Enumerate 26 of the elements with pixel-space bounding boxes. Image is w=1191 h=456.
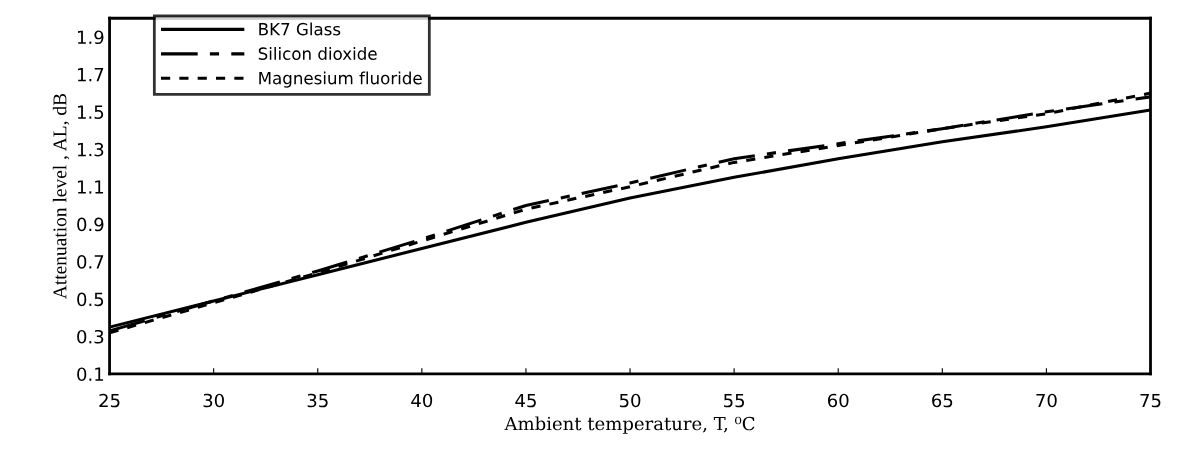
- x-tick-label: 50: [619, 393, 641, 408]
- y-tick-label: 1.7: [77, 68, 104, 82]
- x-tick-label: 45: [515, 393, 536, 408]
- x-tick-label: 60: [828, 393, 849, 408]
- x-tick-label: 75: [1140, 393, 1161, 408]
- x-tick-label: 25: [99, 393, 120, 408]
- legend-label: Magnesium fluoride: [259, 71, 422, 88]
- x-tick-label: 35: [307, 393, 328, 408]
- x-tick-label: 65: [932, 393, 953, 408]
- y-tick-label: 1.9: [77, 30, 104, 45]
- y-tick-label: 0.3: [77, 329, 104, 344]
- y-tick-label: 0.1: [77, 367, 104, 382]
- y-tick-label: 1.3: [77, 142, 104, 157]
- legend-label: BK7 Glass: [259, 22, 341, 36]
- x-tick-label: 70: [1036, 393, 1057, 408]
- legend-label: Silicon dioxide: [258, 47, 377, 60]
- y-tick-label: 1.1: [77, 180, 104, 194]
- y-tick-label: 0.7: [77, 255, 104, 269]
- y-tick-label: 0.9: [77, 217, 104, 232]
- y-tick-label: 1.5: [77, 105, 104, 119]
- y-axis-title: Attenuation level , AL, dB: [52, 93, 70, 300]
- y-tick-label: 0.5: [77, 292, 104, 307]
- x-tick-label: 30: [203, 393, 224, 408]
- x-axis-title: Ambient temperature, T, ⁰C: [504, 416, 755, 434]
- x-tick-label: 55: [724, 393, 745, 408]
- x-tick-label: 40: [411, 393, 433, 408]
